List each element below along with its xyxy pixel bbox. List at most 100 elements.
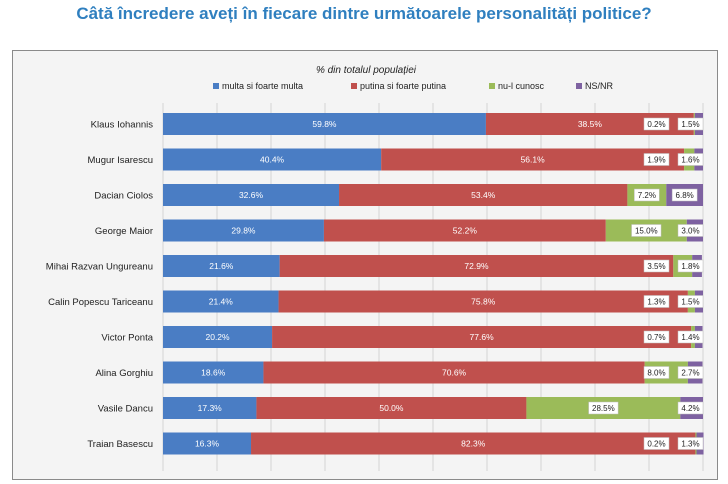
- category-label: Vasile Dancu: [98, 404, 153, 415]
- page-title: Câtă încredere aveți în fiecare dintre u…: [76, 4, 652, 23]
- data-label-box-nsnr: [677, 295, 704, 308]
- data-label-box-nsnr: [677, 366, 704, 379]
- data-label-box-nucunosc: [643, 259, 670, 273]
- data-label-box-nucunosc: [588, 401, 619, 415]
- data-label-putina: 50.0%: [379, 403, 404, 413]
- chart-legend: multa si foarte multa putina si foarte pu…: [213, 81, 614, 91]
- stacked-bar-chart: % din totalul populației multa si foarte…: [46, 65, 704, 471]
- category-label: George Maior: [95, 226, 153, 237]
- bar-multa: [163, 255, 280, 277]
- data-label-box-nsnr: [677, 153, 704, 166]
- data-label-putina: 56.1%: [521, 155, 546, 165]
- bar-multa: [163, 184, 340, 206]
- data-label-box-nsnr: [677, 401, 704, 415]
- data-label-box-nsnr: [677, 117, 704, 131]
- data-label-nsnr: 2.7%: [681, 369, 699, 378]
- data-label-multa: 16.3%: [195, 439, 220, 449]
- data-label-box-nucunosc: [643, 295, 670, 308]
- data-label-putina: 72.9%: [464, 261, 489, 271]
- bar-multa: [163, 113, 486, 135]
- data-label-box-nucunosc: [631, 224, 662, 237]
- bar-multa: [163, 361, 264, 384]
- category-label: Alina Gorghiu: [95, 368, 153, 379]
- data-label-nsnr: 6.8%: [676, 191, 694, 200]
- data-label-nsnr: 1.8%: [681, 262, 699, 271]
- data-label-multa: 18.6%: [201, 368, 226, 378]
- data-label-nucunosc: 28.5%: [592, 404, 615, 413]
- data-label-putina: 52.2%: [453, 226, 478, 236]
- data-label-nsnr: 1.6%: [681, 156, 699, 165]
- data-label-putina: 53.4%: [471, 190, 496, 200]
- bar-putina: [485, 113, 694, 135]
- bar-putina: [279, 255, 674, 277]
- data-label-putina: 82.3%: [461, 439, 486, 449]
- data-label-putina: 38.5%: [578, 119, 603, 129]
- data-label-multa: 17.3%: [198, 403, 223, 413]
- legend-label-putina: putina si foarte putina: [360, 81, 446, 91]
- category-label: Dacian Ciolos: [94, 191, 153, 202]
- data-label-nucunosc: 0.2%: [647, 120, 665, 129]
- bar-putina: [256, 397, 527, 419]
- bar-putina: [339, 184, 628, 206]
- category-label: Mihai Razvan Ungureanu: [46, 262, 153, 273]
- data-label-box-nucunosc: [643, 366, 670, 379]
- bar-multa: [163, 397, 257, 419]
- legend-swatch-multa: [213, 83, 219, 89]
- bar-multa: [163, 219, 324, 242]
- data-label-multa: 21.4%: [209, 297, 234, 307]
- data-label-multa: 59.8%: [312, 119, 337, 129]
- data-label-nsnr: 3.0%: [681, 227, 699, 236]
- data-label-box-nucunosc: [643, 153, 670, 166]
- bar-multa: [163, 148, 382, 171]
- legend-label-multa: multa si foarte multa: [222, 81, 303, 91]
- bar-multa: [163, 326, 273, 348]
- bar-multa: [163, 290, 279, 313]
- data-label-multa: 40.4%: [260, 155, 285, 165]
- legend-label-nucunosc: nu-l cunosc: [498, 81, 545, 91]
- data-label-nucunosc: 8.0%: [647, 369, 665, 378]
- bar-putina: [272, 326, 692, 348]
- legend-swatch-putina: [351, 83, 357, 89]
- chart-subtitle: % din totalul populației: [316, 65, 417, 76]
- bar-putina: [263, 361, 645, 384]
- data-label-nsnr: 1.4%: [681, 333, 699, 342]
- bar-putina: [323, 219, 606, 242]
- data-label-nucunosc: 0.2%: [647, 440, 665, 449]
- category-label: Mugur Isarescu: [88, 155, 153, 166]
- data-label-nsnr: 4.2%: [681, 404, 699, 413]
- chart-frame: % din totalul populației multa si foarte…: [12, 50, 718, 480]
- data-label-nsnr: 1.3%: [681, 440, 699, 449]
- data-label-nucunosc: 1.3%: [647, 298, 665, 307]
- category-label: Calin Popescu Tariceanu: [48, 297, 153, 308]
- data-label-nucunosc: 3.5%: [647, 262, 665, 271]
- data-label-nsnr: 1.5%: [681, 298, 699, 307]
- data-label-nsnr: 1.5%: [681, 120, 699, 129]
- bar-putina: [381, 148, 685, 171]
- data-label-box-nsnr: [677, 224, 704, 237]
- data-label-box-nucunosc: [643, 330, 670, 344]
- data-label-putina: 77.6%: [470, 332, 495, 342]
- data-label-nucunosc: 15.0%: [635, 227, 658, 236]
- data-label-putina: 70.6%: [442, 368, 467, 378]
- category-label: Victor Ponta: [101, 333, 153, 344]
- data-label-nucunosc: 0.7%: [647, 333, 665, 342]
- data-label-multa: 32.6%: [239, 190, 264, 200]
- data-label-multa: 20.2%: [205, 332, 230, 342]
- data-label-multa: 29.8%: [231, 226, 256, 236]
- data-label-box-nucunosc: [634, 188, 660, 202]
- category-label: Traian Basescu: [87, 439, 153, 450]
- legend-label-nsnr: NS/NR: [585, 81, 614, 91]
- bar-putina: [278, 290, 688, 313]
- data-label-nucunosc: 1.9%: [647, 156, 665, 165]
- data-label-box-nucunosc: [643, 437, 670, 450]
- data-label-box-nsnr: [677, 259, 704, 273]
- data-label-putina: 75.8%: [471, 297, 496, 307]
- legend-swatch-nucunosc: [489, 83, 495, 89]
- data-label-box-nsnr: [677, 437, 704, 450]
- data-label-box-nsnr: [671, 188, 698, 202]
- bar-putina: [251, 432, 696, 455]
- data-label-multa: 21.6%: [209, 261, 234, 271]
- legend-swatch-nsnr: [576, 83, 582, 89]
- chart-labels: Klaus Iohannis 59.8% 38.5% 0.2% 1.5% Mugur Is…: [46, 117, 704, 450]
- data-label-box-nsnr: [677, 330, 704, 344]
